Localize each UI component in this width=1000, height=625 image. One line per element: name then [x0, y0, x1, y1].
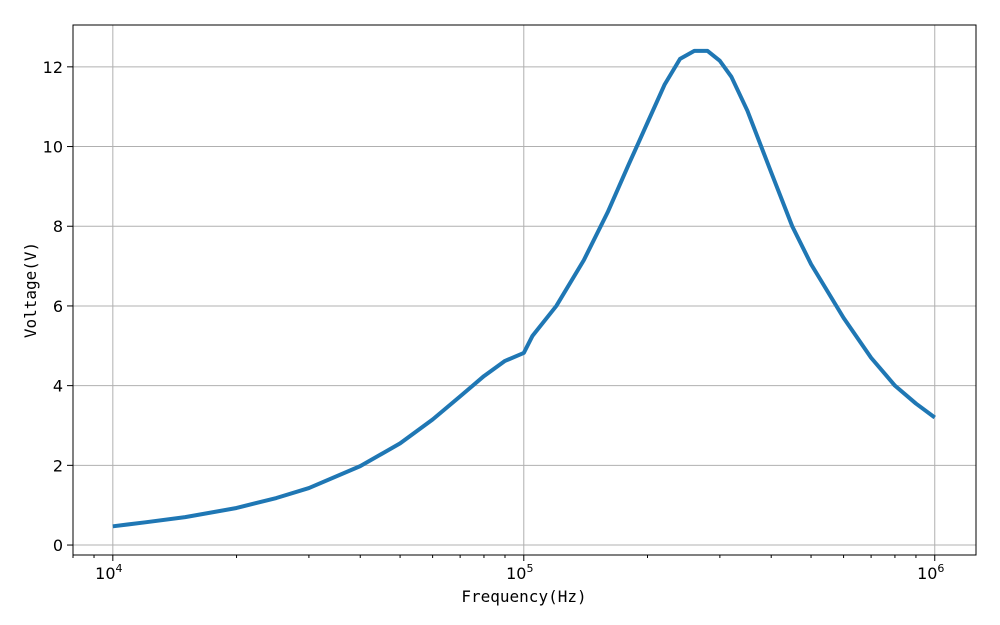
series-layer — [112, 48, 936, 529]
tick-labels: 104 105 106 0 2 4 6 8 10 12 — [43, 58, 945, 583]
grid-lines — [73, 25, 976, 555]
x-tick-label: 104 — [95, 562, 122, 583]
y-tick-label: 0 — [53, 536, 63, 555]
y-tick-label: 4 — [53, 377, 63, 396]
x-axis-label: Frequency(Hz) — [461, 587, 586, 606]
y-tick-label: 2 — [53, 456, 63, 475]
axis-ticks — [67, 66, 936, 561]
y-tick-label: 12 — [43, 58, 63, 77]
y-tick-label: 6 — [53, 297, 63, 316]
y-tick-label: 10 — [43, 138, 63, 157]
y-tick-label: 8 — [53, 217, 63, 236]
x-tick-label: 106 — [917, 562, 944, 583]
y-axis-label: Voltage(V) — [21, 242, 40, 338]
plot-frame — [72, 24, 977, 556]
series-line — [112, 48, 936, 529]
x-tick-label: 105 — [506, 562, 533, 583]
